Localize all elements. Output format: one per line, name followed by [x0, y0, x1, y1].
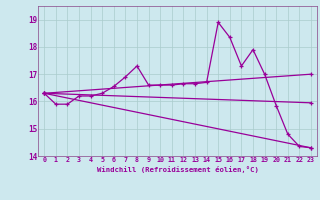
X-axis label: Windchill (Refroidissement éolien,°C): Windchill (Refroidissement éolien,°C) [97, 166, 259, 173]
